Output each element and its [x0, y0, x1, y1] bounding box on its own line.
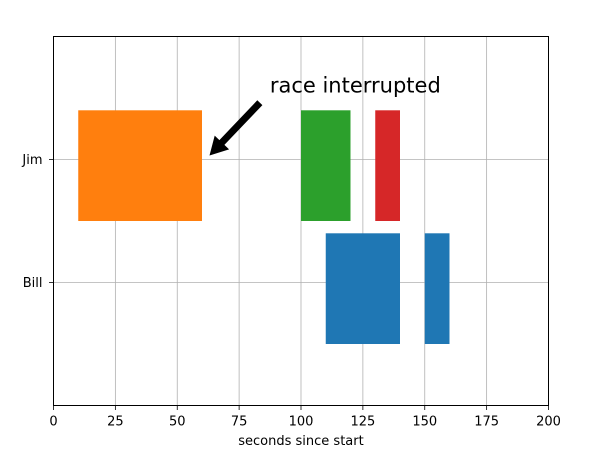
x-tick-label: 125	[350, 415, 375, 430]
x-tick-label: 0	[49, 415, 57, 430]
x-tick-label: 100	[289, 415, 314, 430]
x-tick-label: 25	[107, 415, 124, 430]
bar-segment-jim	[78, 110, 202, 221]
x-tick-label: 50	[169, 415, 186, 430]
x-axis-label: seconds since start	[238, 434, 363, 449]
bar-segment-bill	[425, 233, 450, 344]
bar-segment-jim	[375, 110, 400, 221]
x-tick-label: 200	[536, 415, 561, 430]
bar-segment-jim	[301, 110, 351, 221]
x-tick-label: 175	[474, 415, 499, 430]
x-tick-label: 150	[412, 415, 437, 430]
bar-segment-bill	[326, 233, 400, 344]
y-tick-label: Jim	[21, 153, 42, 168]
x-tick-label: 75	[231, 415, 248, 430]
annotation-text: race interrupted	[270, 74, 441, 98]
y-tick-label: Bill	[23, 276, 43, 291]
